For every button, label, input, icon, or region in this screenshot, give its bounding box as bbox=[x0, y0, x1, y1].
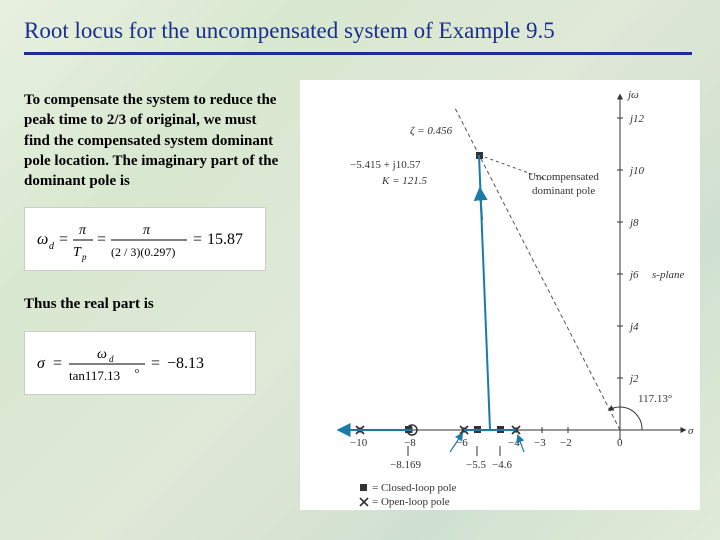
svg-text:j10: j10 bbox=[628, 165, 645, 177]
sigma-axis-label: σ bbox=[688, 425, 694, 437]
svg-text:=: = bbox=[97, 231, 106, 248]
svg-text:tan117.13: tan117.13 bbox=[69, 368, 120, 383]
uncomp-label-1: Uncompensated bbox=[528, 171, 599, 183]
y-ticks: j2 j4 j6 j8 j10 j12 bbox=[617, 113, 645, 385]
svg-text:j2: j2 bbox=[628, 373, 639, 385]
svg-text:π: π bbox=[143, 223, 151, 238]
angle-label: 117.13° bbox=[638, 393, 672, 405]
svg-text:j6: j6 bbox=[628, 269, 639, 281]
paragraph-1: To compensate the system to reduce the p… bbox=[24, 90, 284, 191]
eq1-result: 15.87 bbox=[207, 231, 243, 248]
svg-text:−4: −4 bbox=[508, 437, 520, 449]
svg-text:−8.169: −8.169 bbox=[390, 459, 421, 471]
svg-text:=: = bbox=[193, 231, 202, 248]
svg-text:ω: ω bbox=[37, 231, 48, 248]
left-column: To compensate the system to reduce the p… bbox=[24, 90, 284, 400]
root-locus-branches bbox=[340, 155, 524, 452]
svg-text:=: = bbox=[53, 355, 62, 372]
svg-text:=: = bbox=[59, 231, 68, 248]
svg-text:ω: ω bbox=[97, 347, 107, 362]
root-locus-figure: σ jω −10 −8 −6 −4 −3 −2 0 j2 j4 j6 j8 j1… bbox=[300, 80, 700, 510]
svg-text:−8: −8 bbox=[404, 437, 416, 449]
svg-text:−4.6: −4.6 bbox=[492, 459, 512, 471]
slide-title: Root locus for the uncompensated system … bbox=[0, 0, 720, 52]
paragraph-2: Thus the real part is bbox=[24, 294, 284, 314]
svg-text:o: o bbox=[135, 366, 139, 375]
svg-text:j8: j8 bbox=[628, 217, 639, 229]
eq2-result: −8.13 bbox=[167, 355, 204, 372]
splane-label: s-plane bbox=[652, 269, 685, 281]
svg-text:−6: −6 bbox=[456, 437, 468, 449]
svg-text:=: = bbox=[151, 355, 160, 372]
eq1-num: π bbox=[79, 223, 87, 238]
svg-text:j4: j4 bbox=[628, 321, 639, 333]
svg-text:−3: −3 bbox=[534, 437, 546, 449]
svg-text:d: d bbox=[109, 354, 114, 364]
figure-legend: = Closed-loop pole = Open-loop pole bbox=[360, 482, 457, 508]
gain-label: K = 121.5 bbox=[381, 175, 428, 187]
angle-arc bbox=[609, 407, 642, 430]
eq1-mid: T bbox=[73, 245, 82, 260]
eq1-lhs-sub: d bbox=[49, 241, 55, 252]
svg-text:σ: σ bbox=[37, 355, 46, 372]
svg-text:−10: −10 bbox=[350, 437, 368, 449]
svg-text:p: p bbox=[81, 252, 87, 262]
equation-sigma: σ = ω d tan117.13 o = −8.13 bbox=[24, 331, 256, 395]
svg-text:j12: j12 bbox=[628, 113, 645, 125]
svg-text:= Closed-loop pole: = Closed-loop pole bbox=[372, 482, 457, 494]
eq1-denom: (2 / 3)(0.297) bbox=[111, 245, 175, 259]
svg-text:= Open-loop pole: = Open-loop pole bbox=[372, 496, 450, 508]
pole-coord-label: −5.415 + j10.57 bbox=[350, 159, 421, 171]
svg-text:−2: −2 bbox=[560, 437, 572, 449]
zeta-label: ζ = 0.456 bbox=[410, 125, 453, 137]
uncomp-label-2: dominant pole bbox=[532, 185, 595, 197]
equation-omega-d: ω d = π T p = π (2 / 3)(0.297) = 15.87 bbox=[24, 207, 266, 271]
svg-text:0: 0 bbox=[617, 437, 623, 449]
jw-axis-label: jω bbox=[626, 89, 639, 101]
svg-text:−5.5: −5.5 bbox=[466, 459, 486, 471]
title-underline bbox=[24, 52, 692, 55]
